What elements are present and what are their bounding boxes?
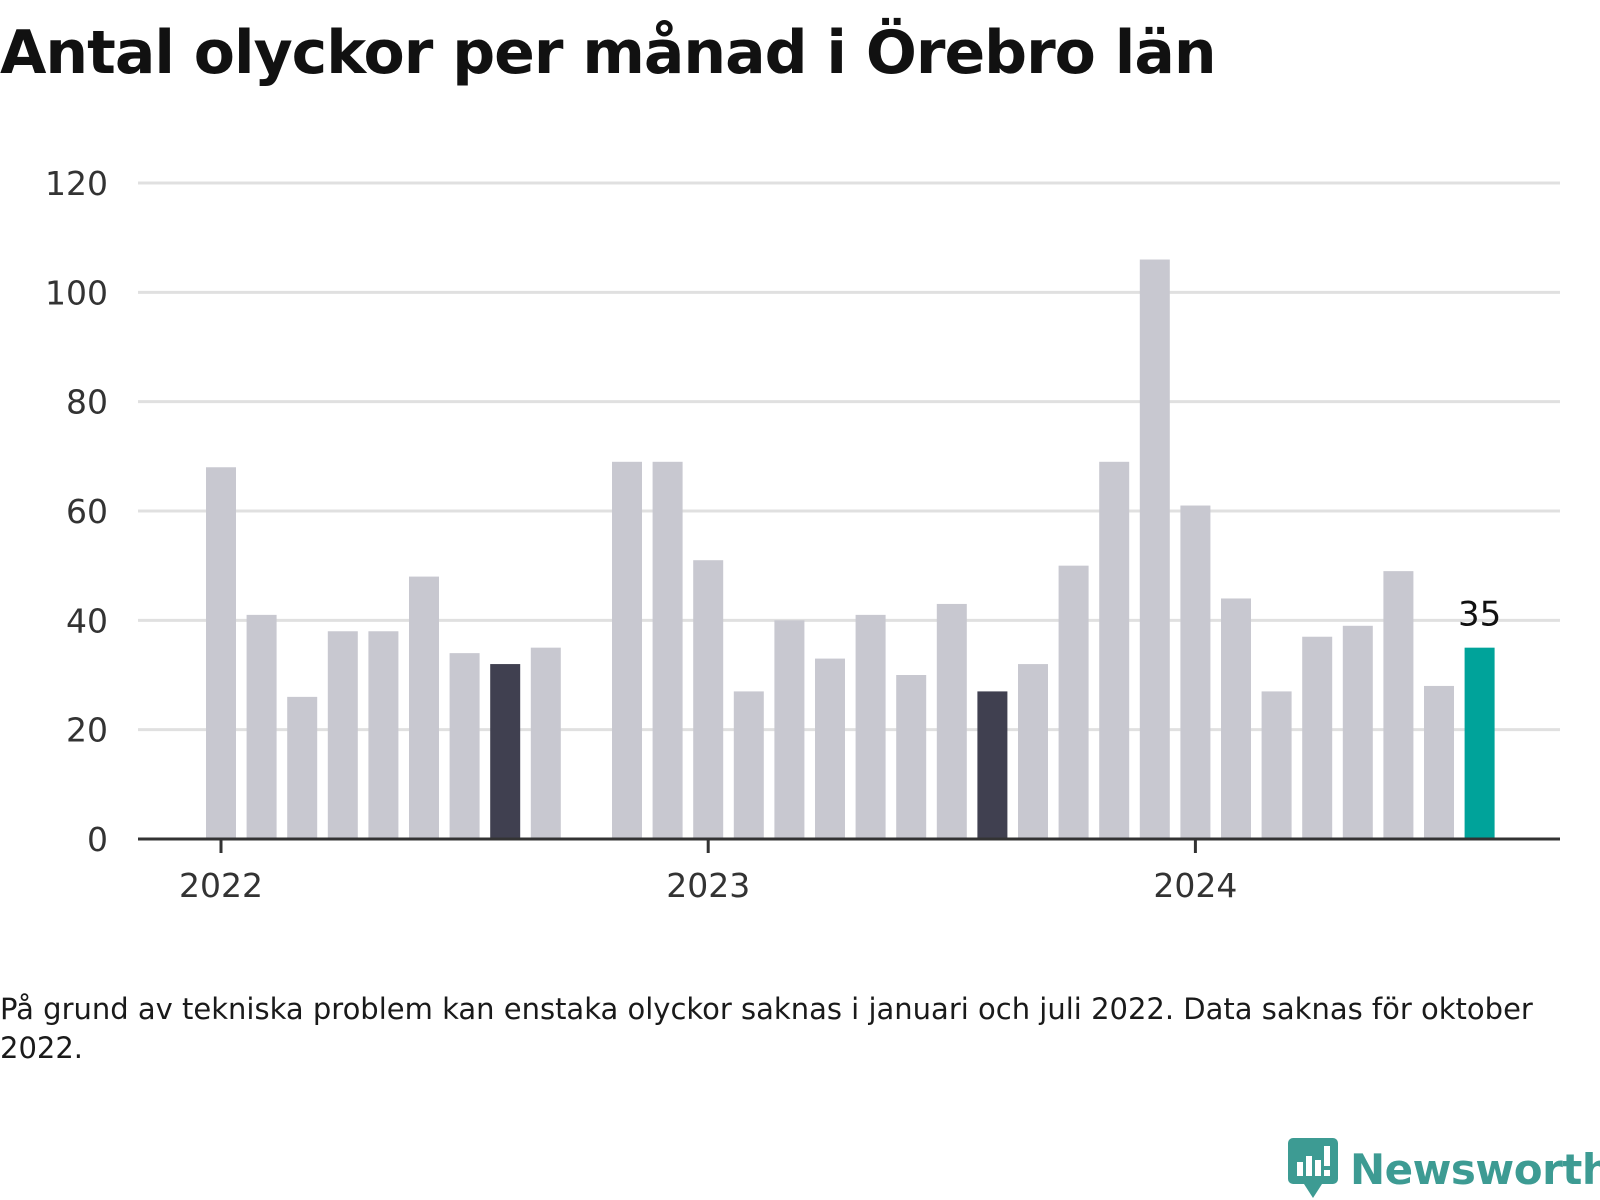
- x-axis: 2022 2023 2024: [138, 837, 1560, 905]
- bar-2024-05: [1342, 625, 1373, 839]
- annotations: 35: [1458, 595, 1501, 635]
- bar-2023-10: [1058, 565, 1089, 839]
- bar-2022-04: [327, 631, 358, 839]
- bar-chart: 0 20 40 60 80 100 120 2022 2023 2024 35: [45, 164, 1560, 905]
- x-tick-label: 2024: [1153, 866, 1237, 905]
- bar-2024-01: [1180, 505, 1211, 839]
- y-axis-ticks: 0 20 40 60 80 100 120: [45, 164, 108, 859]
- bar-2023-12: [1139, 259, 1170, 839]
- chart-bubble-icon: [1288, 1138, 1338, 1198]
- bar-2024-06: [1383, 571, 1414, 839]
- bar-2023-02: [733, 691, 764, 839]
- bar-2022-09: [530, 647, 561, 839]
- bar-2022-12: [652, 461, 683, 839]
- bar-2022-05: [368, 631, 399, 839]
- bar-2022-03: [287, 696, 318, 839]
- chart-title: Antal olyckor per månad i Örebro län: [0, 18, 1217, 88]
- brand-name: Newsworthy: [1350, 1144, 1600, 1194]
- y-tick-label: 120: [45, 164, 108, 203]
- bar-2022-01: [206, 467, 236, 839]
- bar-2022-02: [246, 614, 277, 839]
- bar-2022-07: [449, 653, 480, 839]
- bar-2023-05: [855, 614, 886, 839]
- bar-2024-07: [1424, 685, 1454, 839]
- bar-2022-06: [409, 576, 439, 839]
- bar-2024-02: [1221, 598, 1251, 839]
- y-tick-label: 100: [45, 273, 108, 312]
- bar-2024-04: [1302, 636, 1333, 839]
- newsworthy-logo: Newsworthy: [1288, 1138, 1600, 1200]
- bar-2023-04: [815, 658, 845, 839]
- bar-2023-11: [1099, 461, 1130, 839]
- x-tick-label: 2022: [179, 866, 263, 905]
- y-tick-label: 60: [66, 492, 108, 531]
- bar-2022-11: [612, 461, 642, 839]
- bar-2023-06: [896, 675, 927, 839]
- footnote: På grund av tekniska problem kan enstaka…: [0, 992, 1533, 1065]
- value-label-latest: 35: [1458, 595, 1501, 635]
- bar-2023-08: [977, 691, 1008, 839]
- y-tick-label: 40: [66, 601, 108, 640]
- bar-2024-08: [1464, 647, 1495, 839]
- bar-2023-07: [936, 603, 967, 839]
- bar-2023-01: [693, 560, 724, 839]
- bars: [206, 259, 1495, 839]
- y-tick-label: 20: [66, 711, 108, 750]
- y-tick-label: 0: [87, 820, 108, 859]
- bar-2023-09: [1018, 664, 1048, 839]
- bar-2023-03: [774, 620, 805, 839]
- y-tick-label: 80: [66, 383, 108, 422]
- x-tick-label: 2023: [666, 866, 750, 905]
- bar-2022-08: [490, 664, 521, 839]
- bar-2024-03: [1261, 691, 1292, 839]
